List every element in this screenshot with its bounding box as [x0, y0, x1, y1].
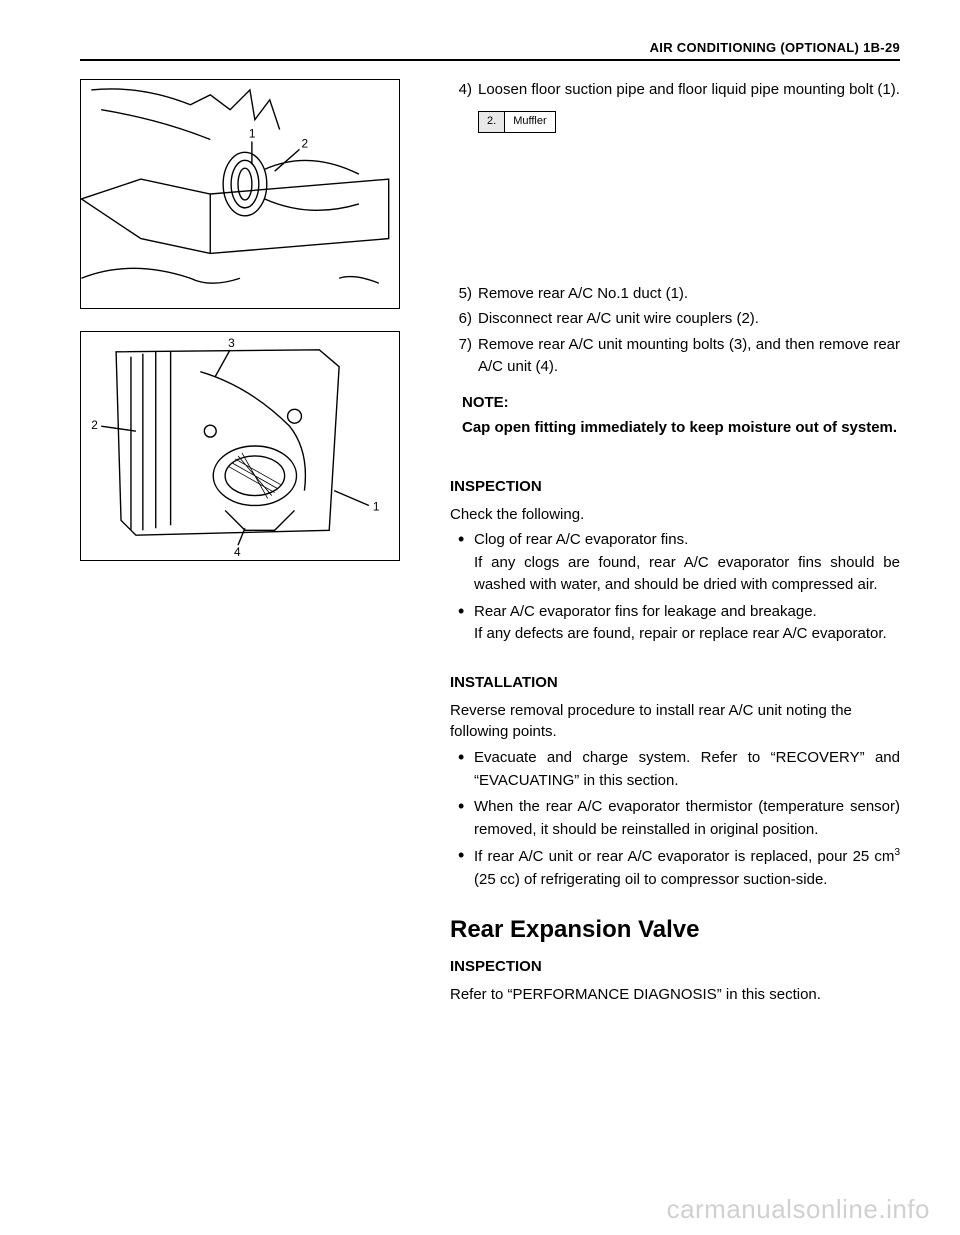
header-rule [80, 59, 900, 61]
installation-bullet-1: Evacuate and charge system. Refer to “RE… [474, 747, 900, 792]
fig1-label-1: 1 [249, 126, 256, 140]
inspection-b1a: Clog of rear A/C evaporator fins. [474, 531, 688, 548]
callout-table: 2. Muffler [478, 111, 556, 133]
step-7-text: Remove rear A/C unit mounting bolts (3),… [478, 334, 900, 378]
fig2-label-3: 3 [228, 336, 235, 350]
installation-bullet-3: If rear A/C unit or rear A/C evaporator … [474, 845, 900, 891]
callout-num: 2. [479, 111, 505, 132]
installation-intro: Reverse removal procedure to install rea… [450, 700, 900, 744]
inspection-heading: INSPECTION [450, 476, 900, 498]
watermark: carmanualsonline.info [667, 1194, 930, 1225]
step-7: 7) Remove rear A/C unit mounting bolts (… [450, 334, 900, 378]
step-4-text: Loosen floor suction pipe and floor liqu… [478, 79, 900, 101]
install-b3-pre: If rear A/C unit or rear A/C evaporator … [474, 848, 894, 865]
step-4: 4) Loosen floor suction pipe and floor l… [450, 79, 900, 101]
step-list-2: 5) Remove rear A/C No.1 duct (1). 6) Dis… [450, 283, 900, 378]
step-6-num: 6) [450, 308, 478, 330]
step-7-num: 7) [450, 334, 478, 378]
install-b3-sup: 3 [894, 847, 900, 858]
inspection-b2b: If any defects are found, repair or repl… [474, 625, 887, 642]
callout-label: Muffler [505, 111, 555, 132]
step-4-num: 4) [450, 79, 478, 101]
installation-bullet-2: When the rear A/C evaporator thermistor … [474, 796, 900, 841]
page-header: AIR CONDITIONING (OPTIONAL) 1B-29 [80, 40, 900, 55]
text-column: 4) Loosen floor suction pipe and floor l… [450, 79, 900, 1009]
figure-1: 1 2 [80, 79, 400, 309]
inspection-intro: Check the following. [450, 504, 900, 526]
spacer-2 [450, 440, 900, 450]
fig1-label-2: 2 [301, 136, 308, 150]
rear-expansion-heading: Rear Expansion Valve [450, 913, 900, 948]
page: AIR CONDITIONING (OPTIONAL) 1B-29 [0, 0, 960, 1235]
fig2-label-4: 4 [234, 545, 241, 559]
step-5-text: Remove rear A/C No.1 duct (1). [478, 283, 900, 305]
fig2-label-2: 2 [91, 418, 98, 432]
step-list-1: 4) Loosen floor suction pipe and floor l… [450, 79, 900, 101]
inspection-bullet-2: Rear A/C evaporator fins for leakage and… [474, 601, 900, 646]
step-5: 5) Remove rear A/C No.1 duct (1). [450, 283, 900, 305]
installation-heading: INSTALLATION [450, 672, 900, 694]
step-5-num: 5) [450, 283, 478, 305]
installation-bullets: Evacuate and charge system. Refer to “RE… [450, 747, 900, 891]
figures-column: 1 2 [80, 79, 420, 1009]
inspection-bullets: Clog of rear A/C evaporator fins. If any… [450, 529, 900, 646]
rear-expansion-sub: INSPECTION [450, 956, 900, 978]
install-b3-post: (25 cc) of refrigerating oil to compress… [474, 871, 827, 888]
step-6: 6) Disconnect rear A/C unit wire coupler… [450, 308, 900, 330]
inspection-b1b: If any clogs are found, rear A/C evapora… [474, 554, 900, 594]
note-label: NOTE: [462, 392, 900, 414]
fig2-label-1: 1 [373, 499, 380, 513]
step-6-text: Disconnect rear A/C unit wire couplers (… [478, 308, 900, 330]
inspection-b2a: Rear A/C evaporator fins for leakage and… [474, 603, 817, 620]
content-columns: 1 2 [80, 79, 900, 1009]
inspection-bullet-1: Clog of rear A/C evaporator fins. If any… [474, 529, 900, 597]
rear-expansion-body: Refer to “PERFORMANCE DIAGNOSIS” in this… [450, 984, 900, 1006]
note-body: Cap open fitting immediately to keep moi… [462, 417, 900, 440]
spacer-1 [450, 133, 900, 283]
figure-2: 2 3 1 4 [80, 331, 400, 561]
